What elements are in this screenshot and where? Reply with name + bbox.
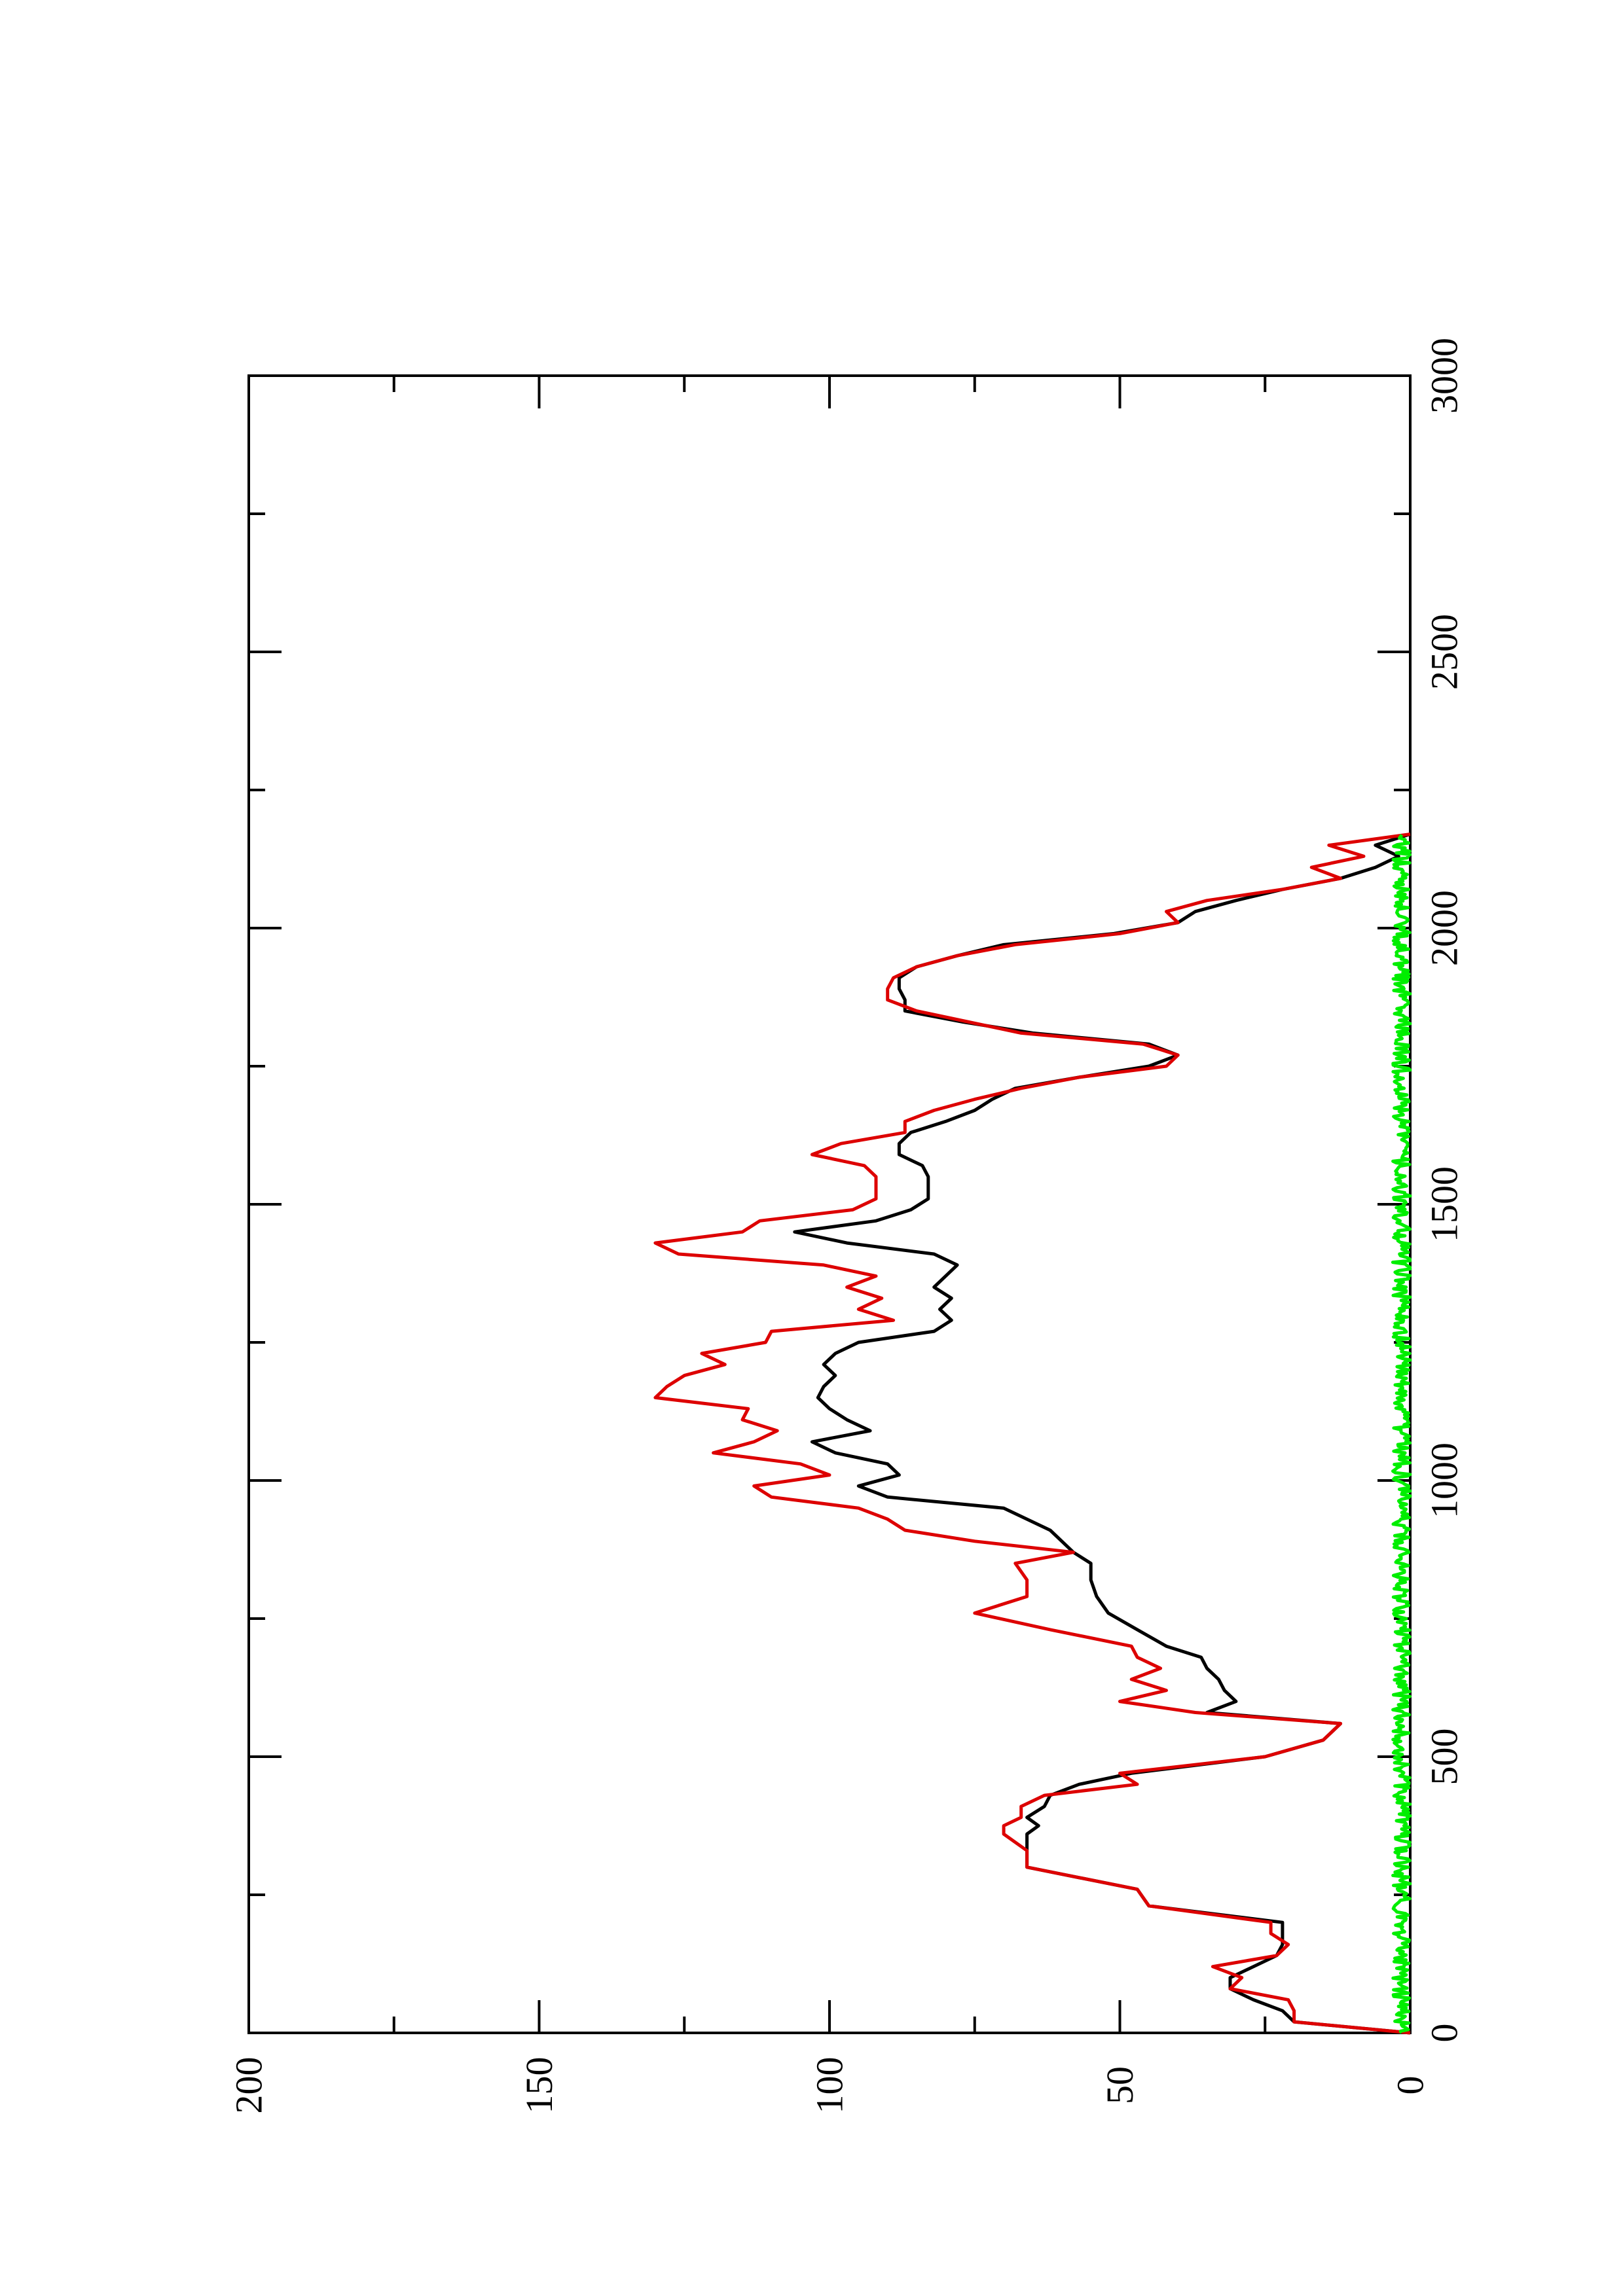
series-1-line [793,833,1411,2035]
y-tick-label: 200 [228,2057,270,2114]
series-3-line [1391,834,1412,2034]
y-tick-label: 100 [809,2057,851,2114]
x-tick-label: 1000 [1423,1443,1466,1518]
series-layer [653,833,1412,2035]
x-tick-label: 3000 [1423,338,1466,414]
axis-tick-labels: 0 500 1000 1500 2000 2500 3000 0 50 100 150 200 [228,338,1466,2114]
plot-frame [247,374,1412,2034]
x-tick-label: 1500 [1423,1166,1466,1242]
x-tick-label: 2000 [1423,890,1466,966]
x-tick-label: 2500 [1423,614,1466,690]
axis-ticks [247,374,1412,2034]
y-tick-label: 150 [518,2057,560,2114]
x-tick-label: 500 [1423,1729,1466,1785]
y-tick-label: 0 [1389,2076,1432,2095]
y-tick-label: 50 [1099,2066,1141,2104]
series-2-line [653,833,1411,2035]
x-tick-label: 0 [1423,2024,1466,2043]
